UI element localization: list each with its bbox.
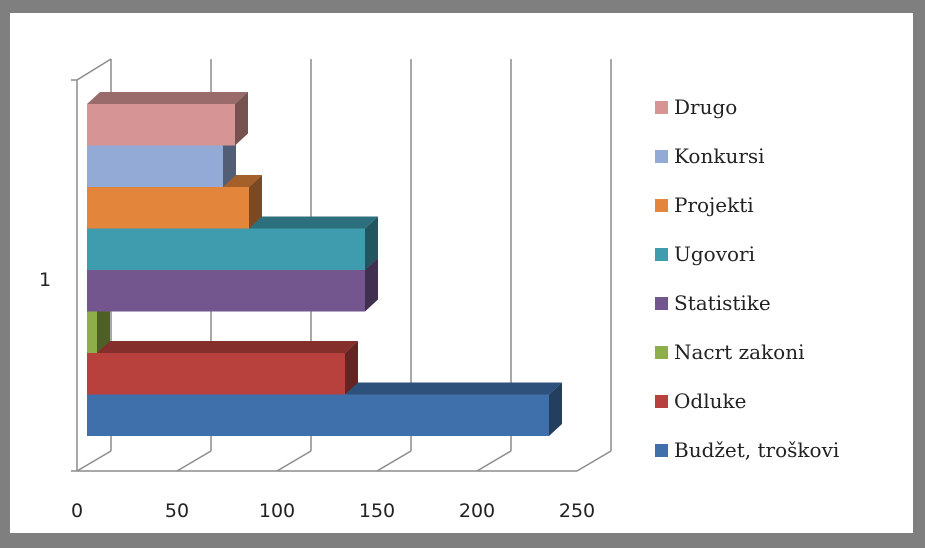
legend-swatch xyxy=(655,150,668,163)
x-tick-label-3: 150 xyxy=(359,500,395,522)
bar-side-face xyxy=(249,175,262,229)
bar-front-face xyxy=(87,228,365,270)
x-tick-label-1: 50 xyxy=(165,500,189,522)
bar-front-face xyxy=(87,353,345,395)
legend-item-nacrt-zakoni: Nacrt zakoni xyxy=(655,340,804,364)
x-tick-label-4: 200 xyxy=(459,500,495,522)
legend-item-drugo: Drugo xyxy=(655,95,737,119)
floor-line-3 xyxy=(376,450,412,472)
legend-label: Budžet, troškovi xyxy=(674,438,839,462)
legend-item-bud-et-tro-kovi: Budžet, troškovi xyxy=(655,438,839,462)
bar-front-face xyxy=(87,104,235,146)
legend-item-konkursi: Konkursi xyxy=(655,144,765,168)
legend-swatch xyxy=(655,248,668,261)
floor-line-2 xyxy=(276,450,312,472)
bar-chart: 0 50 100 150 200 250 1 Drugo Konkursi Projekti Ug… xyxy=(39,58,839,522)
bar-top-face xyxy=(87,92,248,104)
bar-drugo xyxy=(87,92,248,146)
bar-front-face xyxy=(87,270,365,312)
legend-swatch xyxy=(655,297,668,310)
bar-side-face xyxy=(365,216,378,270)
bar-odluke xyxy=(87,341,358,395)
legend-item-ugovori: Ugovori xyxy=(655,242,755,266)
chart-frame: 0 50 100 150 200 250 1 Drugo Konkursi Projekti Ug… xyxy=(10,13,913,533)
bar-side-face xyxy=(345,341,358,395)
legend-swatch xyxy=(655,101,668,114)
legend-swatch xyxy=(655,346,668,359)
floor-line-1 xyxy=(176,450,212,472)
bar-side-face xyxy=(235,92,248,146)
bar-side-face xyxy=(97,299,110,353)
legend-item-statistike: Statistike xyxy=(655,291,771,315)
axes: 0 50 100 150 200 250 1 xyxy=(39,79,595,522)
legend-swatch xyxy=(655,199,668,212)
bar-front-face xyxy=(87,394,549,436)
category-label-0: 1 xyxy=(39,269,51,291)
bar-side-face xyxy=(549,382,562,436)
bar-front-face xyxy=(87,187,249,229)
x-tick-label-5: 250 xyxy=(559,500,595,522)
x-tick-label-0: 0 xyxy=(71,500,83,522)
floor-line-4 xyxy=(476,450,512,472)
bar-side-face xyxy=(365,258,378,312)
legend-label: Konkursi xyxy=(674,144,765,168)
bars xyxy=(87,92,562,436)
legend: Drugo Konkursi Projekti Ugovori Statistike Na… xyxy=(655,95,839,462)
x-tick-label-2: 100 xyxy=(259,500,295,522)
bar-front-face xyxy=(87,311,97,353)
legend-label: Odluke xyxy=(674,389,746,413)
legend-label: Nacrt zakoni xyxy=(674,340,804,364)
floor-line-0 xyxy=(76,450,112,472)
legend-item-odluke: Odluke xyxy=(655,389,746,413)
floor-line-5 xyxy=(576,450,612,472)
legend-swatch xyxy=(655,444,668,457)
bar-side-face xyxy=(223,133,236,187)
bar-front-face xyxy=(87,145,223,187)
side-wall-top xyxy=(76,58,112,81)
legend-swatch xyxy=(655,395,668,408)
legend-item-projekti: Projekti xyxy=(655,193,754,217)
legend-label: Drugo xyxy=(674,95,737,119)
bar-top-face xyxy=(87,341,358,353)
legend-label: Ugovori xyxy=(674,242,755,266)
legend-label: Projekti xyxy=(674,193,754,217)
legend-label: Statistike xyxy=(674,291,771,315)
